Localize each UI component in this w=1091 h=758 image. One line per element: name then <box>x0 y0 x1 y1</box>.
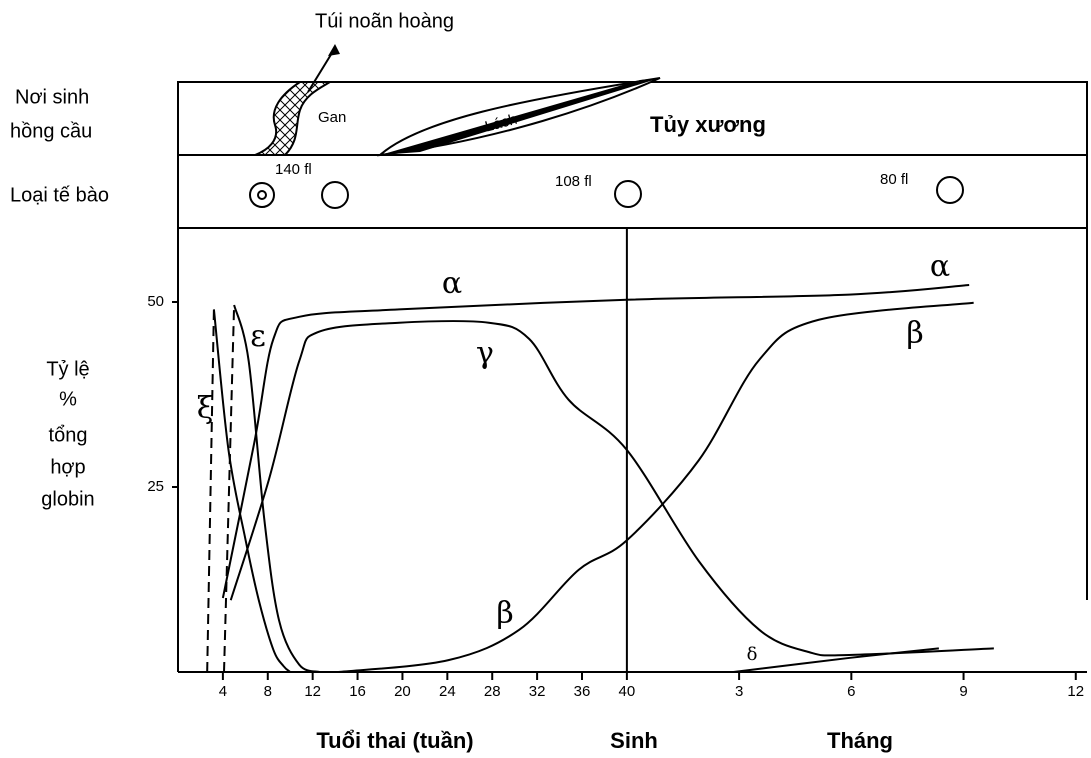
x-tick-label: 3 <box>735 683 743 700</box>
marrow-wedge <box>380 78 660 155</box>
x-label: Tháng <box>827 728 893 753</box>
y-label: % <box>59 388 77 410</box>
y-tick-label: 25 <box>147 478 164 495</box>
cell <box>250 183 274 207</box>
series-label: β <box>496 596 513 631</box>
cell-size: 80 fl <box>880 171 908 188</box>
x-tick-label: 20 <box>394 683 411 700</box>
cell-label: Loại tế bào <box>10 184 109 206</box>
x-tick-label: 9 <box>959 683 967 700</box>
arrow-head <box>328 44 340 56</box>
series-label: δ <box>747 644 758 665</box>
x-tick-label: 6 <box>847 683 855 700</box>
yolk-sac-label: Túi noãn hoàng <box>315 10 454 32</box>
x-tick-label: 12 <box>304 683 321 700</box>
y-tick-label: 50 <box>147 293 164 310</box>
chart: Túi noãn hoàng Nơi sinh hồng cầu Loại tế… <box>0 0 1091 758</box>
cell-row <box>178 155 1087 228</box>
line <box>207 309 214 672</box>
site-label: Nơi sinh <box>15 86 89 108</box>
line <box>234 305 319 672</box>
y-label: hợp <box>50 456 85 478</box>
marrow-label: Tủy xương <box>650 112 766 137</box>
liver-label: Gan <box>318 109 346 126</box>
series-label: α <box>930 249 950 284</box>
series-label: ε <box>250 319 266 354</box>
line <box>231 321 994 655</box>
x-label: Tuổi thai (tuần) <box>316 728 473 753</box>
site-label: hồng cầu <box>10 120 92 142</box>
cell-nucleus <box>258 191 266 199</box>
x-tick-label: 24 <box>439 683 456 700</box>
x-tick-label: 32 <box>529 683 546 700</box>
x-tick-label: 16 <box>349 683 366 700</box>
x-tick-label: 12 <box>1067 683 1084 700</box>
cell <box>937 177 963 203</box>
line <box>338 303 973 672</box>
cell-size: 140 fl <box>275 161 312 178</box>
series-label: ξ <box>197 391 214 426</box>
series-label: γ <box>476 336 494 371</box>
line <box>223 285 969 598</box>
line <box>224 305 234 672</box>
y-label: globin <box>41 488 94 510</box>
series-label: β <box>906 316 923 351</box>
x-label: Sinh <box>610 728 658 753</box>
y-label: tổng <box>49 424 88 446</box>
x-tick-label: 8 <box>264 683 272 700</box>
x-tick-label: 40 <box>619 683 636 700</box>
cell <box>322 182 348 208</box>
series-label: α <box>442 266 462 301</box>
x-tick-label: 4 <box>219 683 227 700</box>
x-tick-label: 28 <box>484 683 501 700</box>
cell-size: 108 fl <box>555 173 592 190</box>
y-label: Tỷ lệ <box>46 358 89 380</box>
x-tick-label: 36 <box>574 683 591 700</box>
line <box>734 648 939 672</box>
cell <box>615 181 641 207</box>
